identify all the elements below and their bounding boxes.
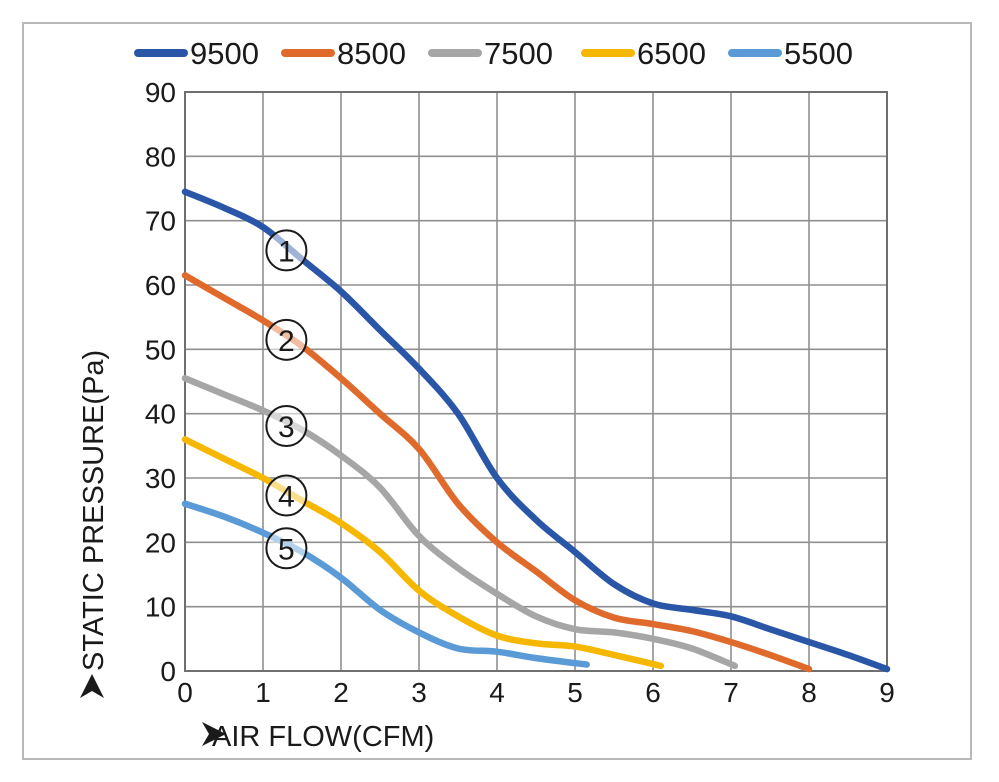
x-tick-label: 5 bbox=[567, 677, 583, 708]
y-tick-label: 60 bbox=[145, 270, 176, 301]
curve-label-circle bbox=[265, 229, 308, 272]
curve-label-circle bbox=[265, 405, 308, 448]
series-line-5500 bbox=[181, 500, 590, 668]
y-tick-label: 10 bbox=[145, 592, 176, 623]
y-axis-title-group: STATIC PRESSURE(Pa) bbox=[78, 350, 110, 698]
legend-label-7500: 7500 bbox=[484, 36, 553, 71]
curve-label-number: 3 bbox=[278, 411, 295, 444]
curve-label-number: 5 bbox=[278, 533, 295, 566]
curve-label-circle bbox=[265, 474, 308, 517]
legend-label-9500: 9500 bbox=[190, 36, 259, 71]
x-tick-label: 9 bbox=[879, 677, 895, 708]
y-tick-label: 20 bbox=[145, 527, 176, 558]
x-tick-label: 2 bbox=[333, 677, 349, 708]
x-tick-label: 6 bbox=[645, 677, 661, 708]
series-line-6500 bbox=[181, 436, 665, 670]
y-tick-label: 40 bbox=[145, 399, 176, 430]
curve-label-circle bbox=[265, 318, 308, 361]
curve-label-circle bbox=[265, 527, 308, 570]
y-tick-label: 30 bbox=[145, 463, 176, 494]
curve-label-number: 2 bbox=[278, 325, 295, 358]
curve-label-number: 4 bbox=[278, 481, 295, 514]
legend-label-5500: 5500 bbox=[784, 36, 853, 71]
plot-border bbox=[184, 91, 888, 672]
y-axis-title: STATIC PRESSURE(Pa) bbox=[78, 350, 110, 671]
grid bbox=[184, 91, 888, 672]
x-axis-title: AIR FLOW(CFM) bbox=[212, 721, 434, 753]
x-tick-label: 4 bbox=[489, 677, 505, 708]
x-tick-label: 0 bbox=[177, 677, 193, 708]
legend-label-8500: 8500 bbox=[337, 36, 406, 71]
x-axis-title-group: AIR FLOW(CFM) bbox=[202, 721, 434, 753]
x-axis-arrow-icon bbox=[202, 722, 226, 746]
y-tick-label: 90 bbox=[145, 77, 176, 108]
curve-label-number: 1 bbox=[278, 235, 295, 268]
x-tick-label: 1 bbox=[255, 677, 271, 708]
x-tick-label: 3 bbox=[411, 677, 427, 708]
y-tick-label: 50 bbox=[145, 334, 176, 365]
y-tick-label: 70 bbox=[145, 206, 176, 237]
x-tick-label: 7 bbox=[723, 677, 739, 708]
y-tick-label: 0 bbox=[160, 656, 176, 687]
y-axis-arrow-icon bbox=[80, 674, 104, 698]
x-tick-label: 8 bbox=[801, 677, 817, 708]
curve-labels: 1 2 3 4 5 bbox=[265, 229, 308, 570]
y-tick-label: 80 bbox=[145, 141, 176, 172]
legend-label-6500: 6500 bbox=[637, 36, 706, 71]
legend: 9500 8500 7500 6500 5500 bbox=[134, 36, 853, 71]
